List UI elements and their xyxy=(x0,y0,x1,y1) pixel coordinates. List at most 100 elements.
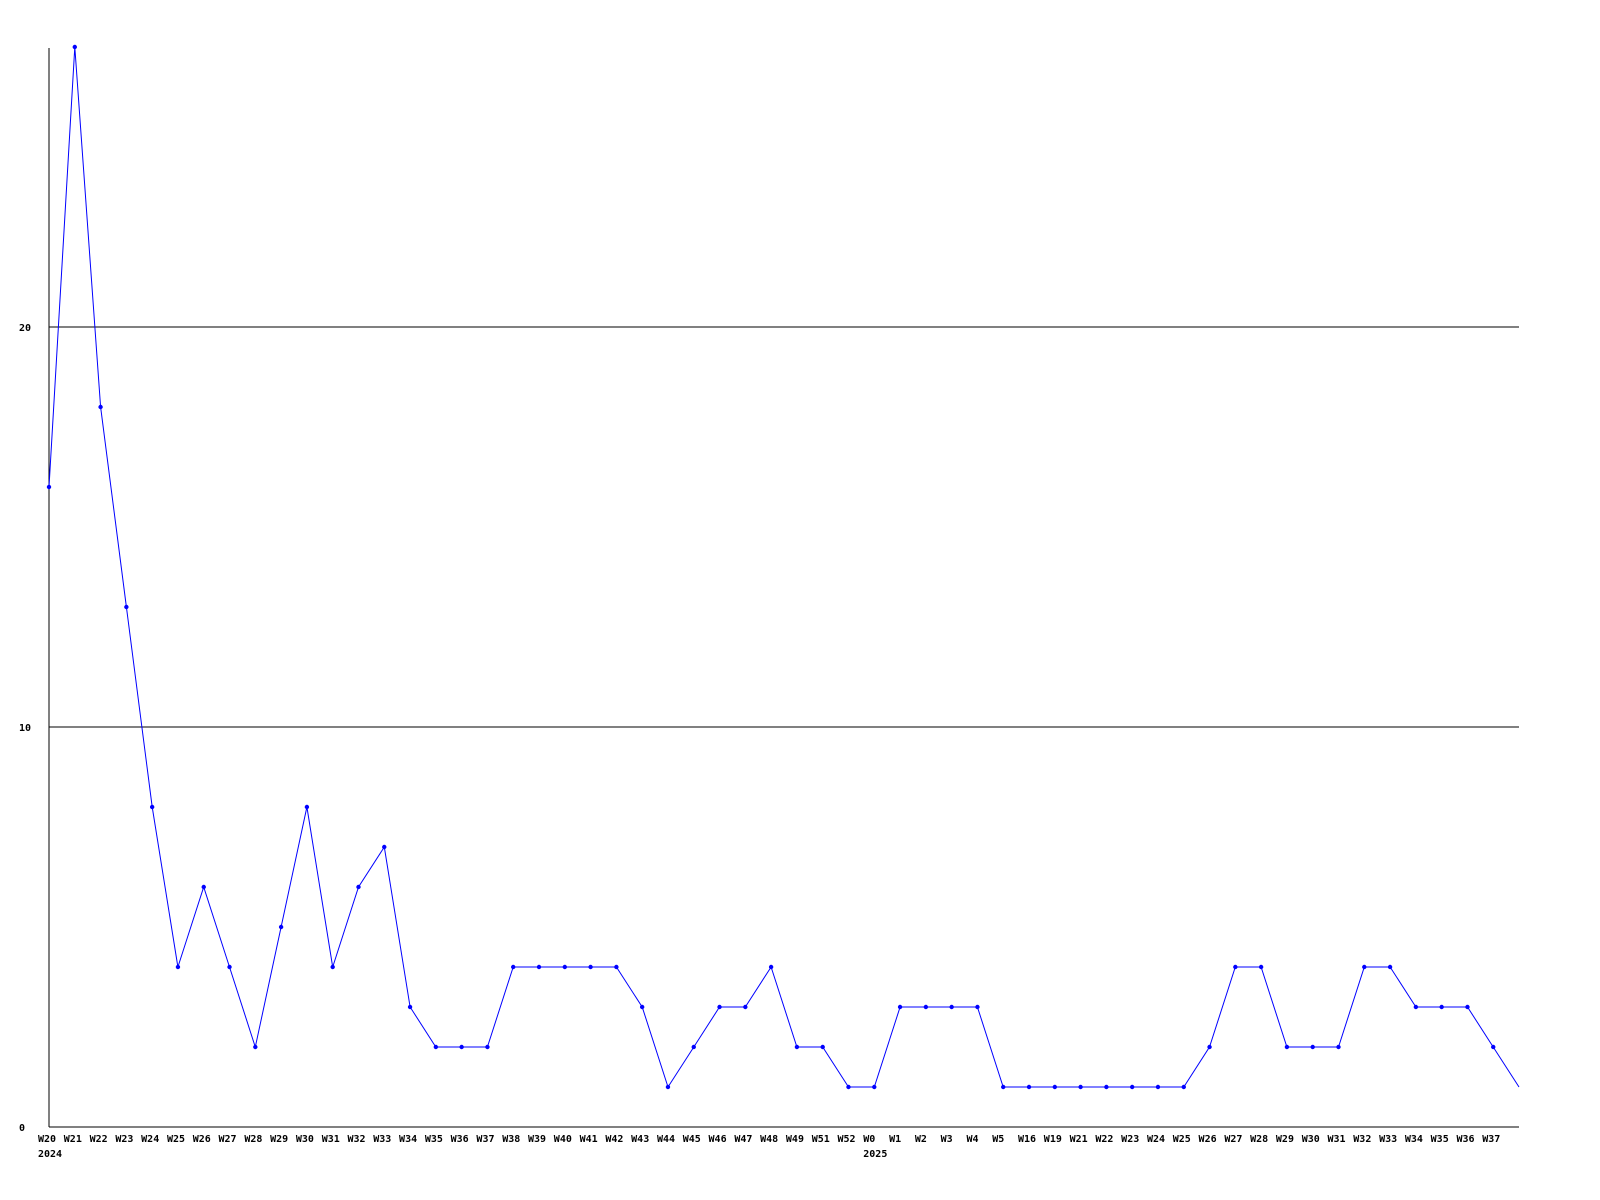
series-polyline xyxy=(48,46,1520,1089)
data-point xyxy=(1001,1084,1006,1090)
x-tick-label: W31 xyxy=(322,1134,340,1145)
data-point xyxy=(1052,1084,1058,1090)
data-point xyxy=(897,1004,903,1010)
data-point xyxy=(768,964,774,970)
data-point xyxy=(149,804,155,810)
data-point xyxy=(1362,964,1367,970)
data-point xyxy=(46,484,52,490)
data-point xyxy=(382,844,387,850)
series-line xyxy=(46,44,1520,1090)
data-point xyxy=(1104,1084,1109,1090)
x-tick-label: W31 xyxy=(1328,1134,1346,1145)
x-tick-label: W25 xyxy=(167,1134,185,1145)
data-point xyxy=(1413,1004,1419,1010)
x-tick-label: W26 xyxy=(1199,1134,1217,1145)
x-tick-label: W29 xyxy=(1276,1134,1294,1145)
x-tick-label: W33 xyxy=(1379,1134,1397,1145)
data-point xyxy=(278,924,284,930)
x-tick-label: W44 xyxy=(657,1134,675,1145)
x-tick-label: W16 xyxy=(1018,1134,1036,1145)
x-tick-label: W30 xyxy=(1302,1134,1320,1145)
x-tick-label: W22 xyxy=(1095,1134,1113,1145)
x-tick-label: W42 xyxy=(605,1134,623,1145)
x-tick-label: W48 xyxy=(760,1134,778,1145)
data-point xyxy=(536,964,542,970)
data-point xyxy=(665,1084,671,1090)
data-point xyxy=(511,964,516,970)
y-axis-ticks: 0 10 20 xyxy=(19,323,31,1134)
data-point xyxy=(639,1004,645,1010)
data-point xyxy=(1207,1044,1212,1050)
data-point xyxy=(433,1044,439,1050)
year-label: 2025 xyxy=(863,1149,887,1160)
x-axis-ticks: W20 W21 W22 W23 W24 W25 W26 W27 W28 W29 W30 W31 W32 W… xyxy=(38,1134,1500,1145)
data-point xyxy=(1284,1044,1290,1050)
x-tick-label: W40 xyxy=(554,1134,572,1145)
x-tick-label: W28 xyxy=(244,1134,262,1145)
year-label: 2024 xyxy=(38,1149,62,1160)
x-tick-label: W24 xyxy=(141,1134,159,1145)
data-point xyxy=(717,1004,722,1010)
data-point xyxy=(253,1044,258,1050)
data-point xyxy=(72,44,77,50)
data-point xyxy=(1181,1084,1186,1090)
data-point xyxy=(124,604,129,610)
data-point xyxy=(1310,1044,1315,1050)
data-point xyxy=(846,1084,851,1090)
x-tick-label: W38 xyxy=(502,1134,520,1145)
data-point xyxy=(975,1004,980,1010)
data-point xyxy=(820,1044,825,1050)
data-point xyxy=(330,964,335,970)
data-point xyxy=(872,1084,877,1090)
x-tick-label: W36 xyxy=(451,1134,469,1145)
gridlines xyxy=(49,326,1519,728)
y-tick-label: 10 xyxy=(19,723,31,734)
x-tick-label: W51 xyxy=(812,1134,830,1145)
y-tick-label: 20 xyxy=(19,323,31,334)
x-tick-label: W3 xyxy=(941,1134,953,1145)
data-point xyxy=(1026,1084,1032,1090)
data-point xyxy=(1155,1084,1161,1090)
x-tick-label: W0 xyxy=(863,1134,875,1145)
data-point xyxy=(201,884,206,890)
data-point xyxy=(304,804,310,810)
data-point xyxy=(588,964,593,970)
x-tick-label: W39 xyxy=(528,1134,546,1145)
data-point xyxy=(175,964,181,970)
data-point xyxy=(1233,964,1238,970)
x-tick-label: W19 xyxy=(1044,1134,1062,1145)
data-point xyxy=(1258,964,1264,970)
x-tick-label: W21 xyxy=(64,1134,82,1145)
x-tick-label: W37 xyxy=(1482,1134,1500,1145)
data-point xyxy=(743,1004,748,1010)
x-tick-label: W23 xyxy=(1121,1134,1139,1145)
x-tick-label: W41 xyxy=(580,1134,598,1145)
x-tick-label: W52 xyxy=(837,1134,855,1145)
data-point xyxy=(949,1004,954,1010)
x-tick-label: W30 xyxy=(296,1134,314,1145)
x-tick-label: W47 xyxy=(734,1134,752,1145)
data-point xyxy=(1129,1084,1135,1090)
data-point xyxy=(1387,964,1393,970)
year-labels: 2024 2025 xyxy=(38,1149,887,1160)
x-tick-label: W24 xyxy=(1147,1134,1165,1145)
data-point xyxy=(407,1004,413,1010)
x-tick-label: W25 xyxy=(1173,1134,1191,1145)
x-tick-label: W33 xyxy=(373,1134,391,1145)
data-point xyxy=(98,404,103,410)
x-tick-label: W2 xyxy=(915,1134,927,1145)
data-point xyxy=(356,884,361,890)
data-point xyxy=(1439,1004,1444,1010)
x-tick-label: W32 xyxy=(1353,1134,1371,1145)
data-point xyxy=(485,1044,490,1050)
x-tick-label: W34 xyxy=(1405,1134,1423,1145)
x-tick-label: W27 xyxy=(219,1134,237,1145)
data-point xyxy=(794,1044,800,1050)
x-tick-label: W34 xyxy=(399,1134,417,1145)
x-tick-label: W23 xyxy=(115,1134,133,1145)
x-tick-label: W35 xyxy=(1431,1134,1449,1145)
x-tick-label: W35 xyxy=(425,1134,443,1145)
data-point xyxy=(923,1004,929,1010)
data-point xyxy=(1336,1044,1341,1050)
